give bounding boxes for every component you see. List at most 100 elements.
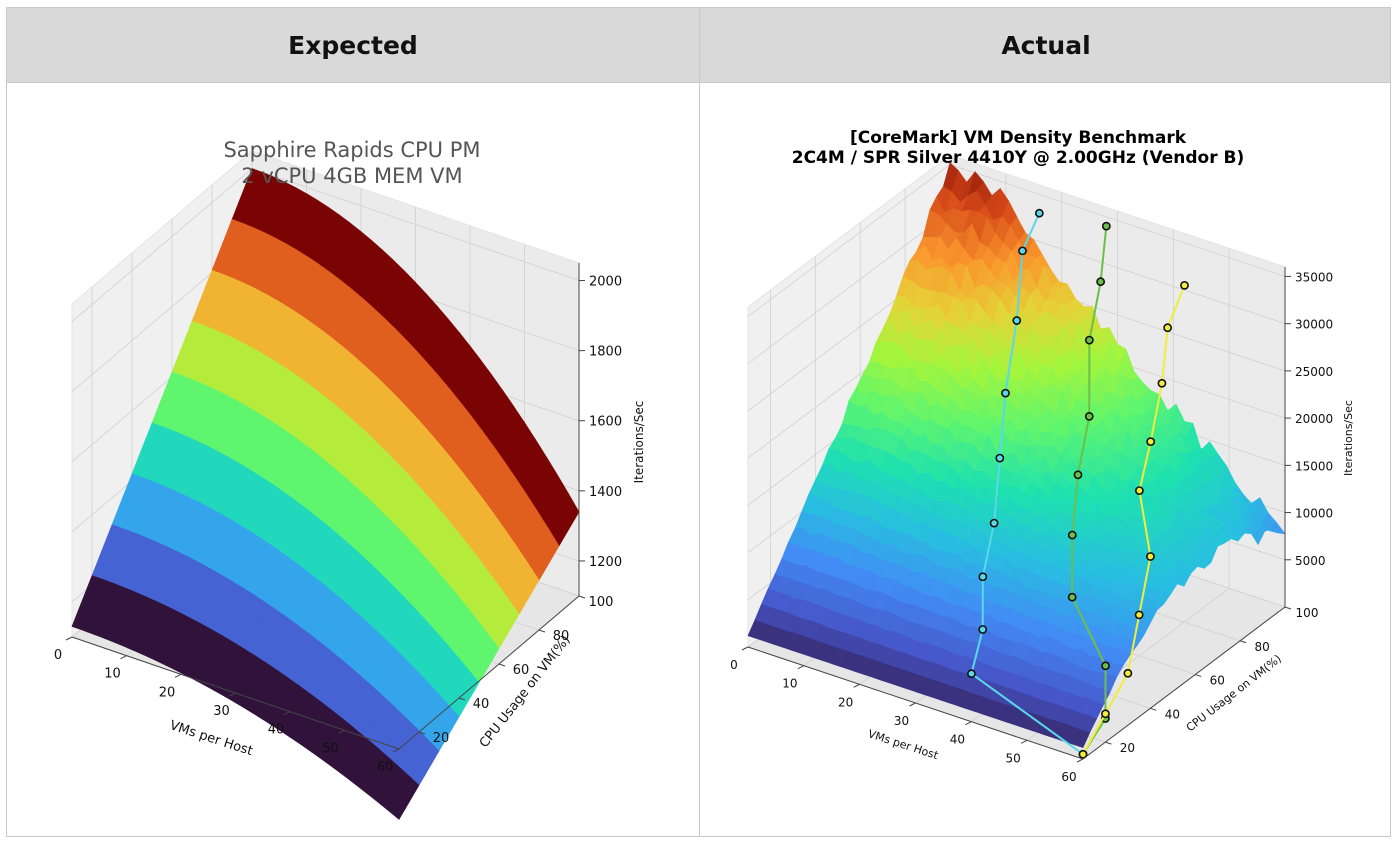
x-tick bbox=[65, 636, 73, 641]
y-axis-line bbox=[1082, 606, 1286, 760]
y-tick-label: 100 bbox=[589, 595, 614, 610]
actual-label: Actual bbox=[1001, 31, 1091, 60]
overlay-marker bbox=[1146, 437, 1156, 447]
x-tick bbox=[1020, 739, 1028, 744]
x-tick bbox=[392, 748, 400, 753]
x-tick-label: 50 bbox=[322, 741, 339, 756]
y-tick-label: 40 bbox=[1165, 707, 1180, 721]
x-tick bbox=[229, 692, 236, 697]
y-tick bbox=[498, 663, 506, 667]
z-tick-label: 1600 bbox=[589, 415, 622, 430]
overlay-marker bbox=[1157, 378, 1167, 388]
overlay-marker bbox=[1001, 388, 1010, 398]
z-tick-label: 1400 bbox=[589, 485, 622, 500]
y-tick bbox=[1195, 674, 1202, 678]
surface-facet bbox=[1074, 729, 1091, 749]
z-tick-label: 25000 bbox=[1295, 365, 1333, 379]
y-tick-label: 40 bbox=[473, 697, 490, 712]
expected-label: Expected bbox=[288, 31, 418, 60]
x-tick bbox=[283, 711, 291, 716]
expected-title-line1: Sapphire Rapids CPU PM bbox=[223, 138, 480, 162]
y-tick bbox=[1284, 606, 1292, 610]
z-tick-label: 30000 bbox=[1295, 318, 1333, 332]
overlay-marker bbox=[1073, 470, 1083, 480]
y-tick bbox=[1150, 707, 1157, 711]
expected-zlabel: Iterations/Sec bbox=[632, 401, 646, 484]
overlay-marker bbox=[1134, 486, 1144, 496]
overlay-marker bbox=[1123, 668, 1133, 678]
y-tick-label: 80 bbox=[1254, 640, 1269, 654]
x-tick-label: 40 bbox=[950, 733, 965, 747]
overlay-marker bbox=[989, 518, 999, 528]
x-tick-label: 0 bbox=[730, 658, 738, 672]
y-tick bbox=[1105, 741, 1112, 745]
x-tick-label: 0 bbox=[54, 648, 62, 663]
x-tick-label: 10 bbox=[104, 667, 121, 682]
expected-xlabel: VMs per Host bbox=[168, 718, 255, 759]
y-tick-label: 20 bbox=[433, 731, 450, 746]
expected-title-line2: 2 vCPU 4GB MEM VM bbox=[241, 164, 462, 188]
z-tick-label: 20000 bbox=[1295, 412, 1333, 426]
y-tick-label: 100 bbox=[1296, 606, 1319, 620]
overlay-marker bbox=[1146, 552, 1155, 561]
y-axis-line bbox=[398, 595, 580, 750]
y-tick bbox=[538, 629, 546, 633]
actual-title-line2: 2C4M / SPR Silver 4410Y @ 2.00GHz (Vendo… bbox=[792, 148, 1245, 168]
overlay-marker bbox=[1018, 246, 1027, 256]
overlay-marker bbox=[1101, 221, 1111, 231]
x-tick bbox=[741, 646, 749, 651]
x-tick bbox=[338, 729, 345, 734]
overlay-marker bbox=[1012, 316, 1022, 325]
actual-title-line1: [CoreMark] VM Density Benchmark bbox=[850, 128, 1187, 148]
x-tick-label: 40 bbox=[268, 723, 285, 738]
x-tick-label: 30 bbox=[213, 704, 230, 719]
z-tick-label: 2000 bbox=[589, 275, 622, 290]
z-tick-label: 1800 bbox=[589, 345, 622, 360]
y-tick bbox=[578, 595, 586, 599]
x-tick bbox=[853, 683, 860, 688]
x-tick-label: 20 bbox=[159, 685, 176, 700]
overlay-marker bbox=[1180, 280, 1189, 290]
overlay-marker bbox=[1084, 411, 1094, 421]
y-tick bbox=[458, 697, 466, 701]
y-tick-label: 60 bbox=[513, 663, 530, 678]
header-bar: Expected Actual bbox=[7, 8, 1390, 83]
x-tick bbox=[909, 702, 916, 707]
overlay-marker bbox=[995, 453, 1005, 463]
overlay-marker bbox=[1134, 610, 1144, 620]
actual-zlabel: Iterations/Sec bbox=[1342, 400, 1355, 476]
overlay-marker bbox=[1034, 208, 1044, 218]
expected-chart: 0 10 20 30 40 50 60 20 40 60 80 100 1200 1400 1600 1800… bbox=[54, 138, 646, 820]
overlay-marker bbox=[1101, 661, 1110, 671]
overlay-line-1 bbox=[970, 212, 1084, 756]
column-divider bbox=[699, 8, 700, 836]
overlay-marker bbox=[1101, 709, 1110, 719]
z-tick-label: 15000 bbox=[1295, 459, 1333, 473]
y-tick bbox=[418, 731, 426, 735]
comparison-frame: Expected Actual bbox=[6, 7, 1391, 837]
overlay-marker bbox=[1067, 530, 1077, 540]
overlay-marker bbox=[967, 669, 976, 679]
overlay-marker bbox=[1163, 323, 1173, 333]
x-tick-label: 10 bbox=[782, 677, 797, 691]
overlay-marker bbox=[978, 625, 988, 634]
overlay-marker bbox=[1078, 749, 1088, 759]
y-tick bbox=[1239, 640, 1247, 644]
x-tick-label: 50 bbox=[1006, 751, 1021, 765]
z-tick-label: 35000 bbox=[1295, 270, 1333, 284]
x-tick bbox=[797, 665, 805, 670]
x-tick bbox=[1076, 758, 1084, 763]
y-tick-label: 60 bbox=[1210, 674, 1225, 688]
z-tick-label: 10000 bbox=[1295, 507, 1333, 521]
x-tick-label: 20 bbox=[838, 695, 853, 709]
overlay-line-2 bbox=[1071, 226, 1108, 755]
x-tick-label: 30 bbox=[894, 714, 909, 728]
overlay-marker bbox=[1096, 277, 1106, 287]
overlay-line-3 bbox=[1082, 284, 1186, 755]
overlay-marker bbox=[1067, 592, 1077, 602]
x-tick bbox=[965, 721, 972, 726]
z-tick-label: 1200 bbox=[589, 555, 622, 570]
y-tick-label: 20 bbox=[1120, 741, 1135, 755]
overlay-marker bbox=[1084, 335, 1094, 345]
x-tick bbox=[174, 673, 182, 678]
